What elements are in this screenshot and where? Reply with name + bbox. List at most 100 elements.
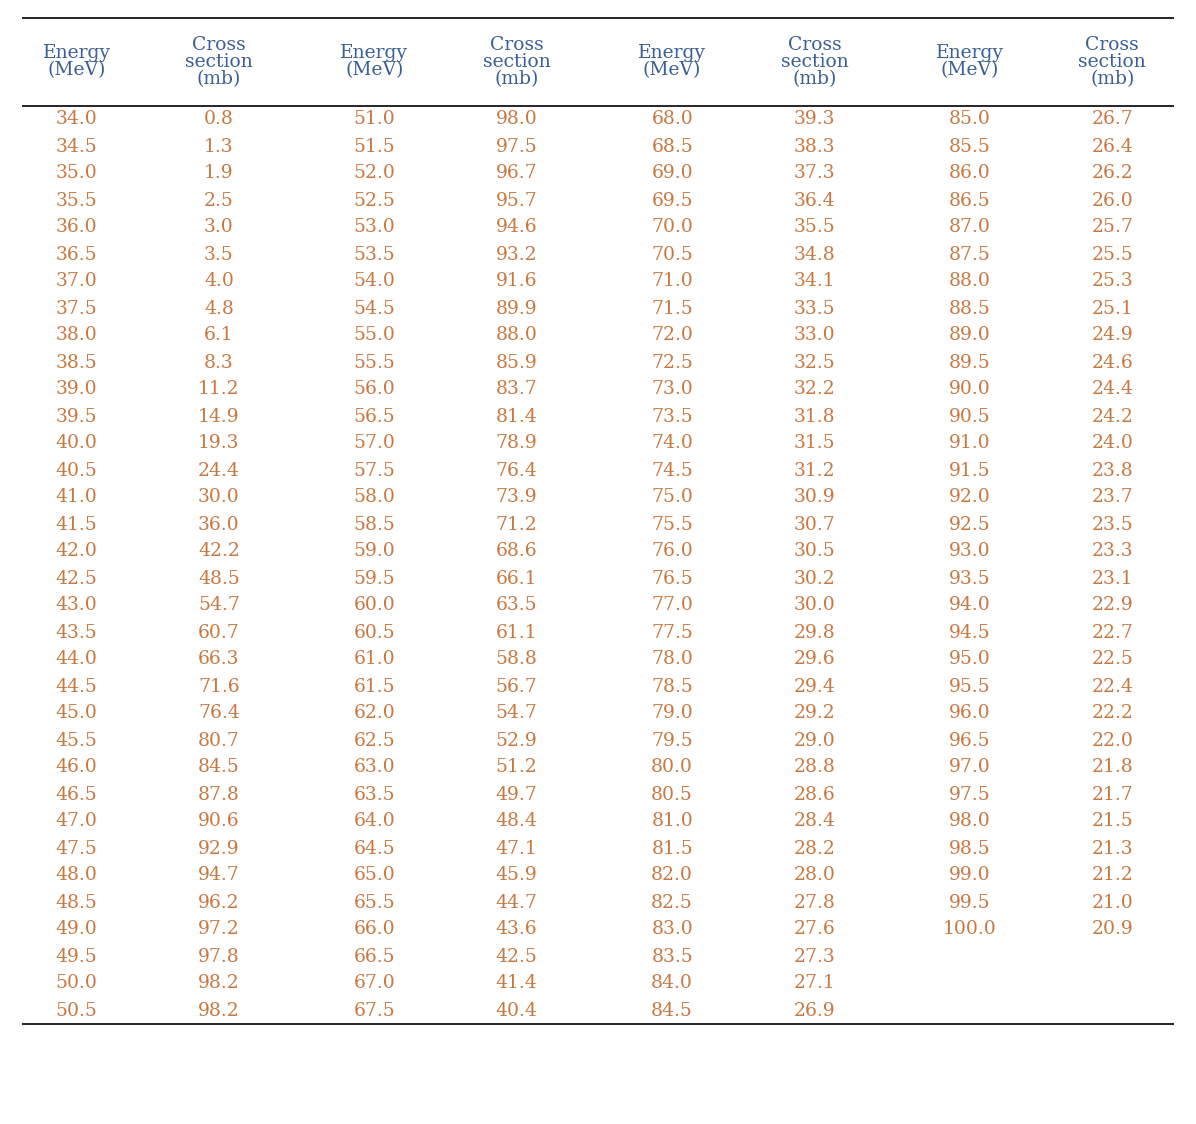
Text: (mb): (mb) (494, 70, 539, 88)
Text: 28.4: 28.4 (793, 813, 836, 831)
Text: 47.0: 47.0 (55, 813, 98, 831)
Text: 19.3: 19.3 (199, 435, 239, 453)
Text: 68.0: 68.0 (652, 110, 692, 128)
Text: 51.5: 51.5 (354, 137, 395, 155)
Text: 63.0: 63.0 (354, 759, 395, 777)
Text: 40.0: 40.0 (55, 435, 98, 453)
Text: 98.2: 98.2 (199, 975, 239, 992)
Text: 26.0: 26.0 (1092, 191, 1133, 209)
Text: 22.5: 22.5 (1091, 651, 1134, 669)
Text: 44.0: 44.0 (55, 651, 98, 669)
Text: 50.0: 50.0 (55, 975, 98, 992)
Text: (MeV): (MeV) (48, 62, 105, 80)
Text: 30.2: 30.2 (794, 570, 835, 588)
Text: 31.2: 31.2 (794, 462, 835, 480)
Text: 54.0: 54.0 (353, 272, 396, 290)
Text: 32.2: 32.2 (794, 381, 835, 399)
Text: 91.6: 91.6 (496, 272, 537, 290)
Text: 24.2: 24.2 (1091, 408, 1134, 426)
Text: 57.5: 57.5 (353, 462, 396, 480)
Text: 89.5: 89.5 (950, 354, 990, 372)
Text: 53.0: 53.0 (354, 218, 395, 236)
Text: 23.3: 23.3 (1092, 543, 1133, 561)
Text: section: section (185, 53, 252, 71)
Text: 43.6: 43.6 (496, 921, 537, 939)
Text: Energy: Energy (936, 45, 1003, 63)
Text: 70.5: 70.5 (651, 245, 694, 263)
Text: 44.7: 44.7 (495, 894, 538, 912)
Text: 34.1: 34.1 (794, 272, 835, 290)
Text: 96.2: 96.2 (199, 894, 239, 912)
Text: 97.2: 97.2 (199, 921, 239, 939)
Text: 23.7: 23.7 (1092, 489, 1133, 507)
Text: 4.0: 4.0 (205, 272, 233, 290)
Text: 26.4: 26.4 (1092, 137, 1133, 155)
Text: section: section (1079, 53, 1146, 71)
Text: 38.3: 38.3 (794, 137, 835, 155)
Text: 97.5: 97.5 (950, 786, 990, 804)
Text: 25.7: 25.7 (1091, 218, 1134, 236)
Text: 23.5: 23.5 (1092, 516, 1133, 534)
Text: 8.3: 8.3 (205, 354, 233, 372)
Text: 33.5: 33.5 (794, 299, 835, 317)
Text: 38.0: 38.0 (56, 326, 97, 344)
Text: 42.2: 42.2 (197, 543, 240, 561)
Text: (MeV): (MeV) (346, 62, 403, 80)
Text: 21.8: 21.8 (1092, 759, 1133, 777)
Text: 98.5: 98.5 (950, 840, 990, 858)
Text: 73.5: 73.5 (652, 408, 692, 426)
Text: 26.7: 26.7 (1092, 110, 1133, 128)
Text: 58.8: 58.8 (495, 651, 538, 669)
Text: 87.5: 87.5 (948, 245, 991, 263)
Text: 22.0: 22.0 (1091, 732, 1134, 750)
Text: 38.5: 38.5 (56, 354, 97, 372)
Text: 80.7: 80.7 (197, 732, 240, 750)
Text: 49.7: 49.7 (496, 786, 537, 804)
Text: 27.1: 27.1 (794, 975, 835, 992)
Text: 25.1: 25.1 (1092, 299, 1133, 317)
Text: 27.3: 27.3 (794, 948, 835, 966)
Text: 76.0: 76.0 (652, 543, 692, 561)
Text: 72.5: 72.5 (651, 354, 694, 372)
Text: 74.5: 74.5 (651, 462, 694, 480)
Text: 45.0: 45.0 (55, 705, 98, 723)
Text: 77.5: 77.5 (651, 624, 694, 642)
Text: 22.2: 22.2 (1091, 705, 1134, 723)
Text: 94.7: 94.7 (199, 867, 239, 885)
Text: 82.5: 82.5 (651, 894, 694, 912)
Text: 89.0: 89.0 (950, 326, 990, 344)
Text: 35.5: 35.5 (794, 218, 835, 236)
Text: 90.6: 90.6 (199, 813, 239, 831)
Text: 78.0: 78.0 (651, 651, 694, 669)
Text: 87.0: 87.0 (948, 218, 991, 236)
Text: 24.4: 24.4 (197, 462, 240, 480)
Text: 92.0: 92.0 (950, 489, 990, 507)
Text: 42.5: 42.5 (55, 570, 98, 588)
Text: (mb): (mb) (196, 70, 242, 88)
Text: 84.5: 84.5 (197, 759, 240, 777)
Text: 20.9: 20.9 (1092, 921, 1133, 939)
Text: 81.5: 81.5 (652, 840, 692, 858)
Text: 64.5: 64.5 (354, 840, 395, 858)
Text: 59.0: 59.0 (354, 543, 395, 561)
Text: 24.6: 24.6 (1092, 354, 1133, 372)
Text: 85.0: 85.0 (948, 110, 991, 128)
Text: 78.9: 78.9 (496, 435, 537, 453)
Text: 72.0: 72.0 (651, 326, 694, 344)
Text: 51.0: 51.0 (354, 110, 395, 128)
Text: 81.4: 81.4 (496, 408, 537, 426)
Text: 26.9: 26.9 (794, 1001, 835, 1019)
Text: 67.5: 67.5 (354, 1001, 395, 1019)
Text: 60.0: 60.0 (354, 597, 395, 615)
Text: 89.9: 89.9 (496, 299, 537, 317)
Text: 56.7: 56.7 (496, 678, 537, 696)
Text: 85.9: 85.9 (496, 354, 537, 372)
Text: 88.0: 88.0 (948, 272, 991, 290)
Text: 40.4: 40.4 (495, 1001, 538, 1019)
Text: 22.7: 22.7 (1091, 624, 1134, 642)
Text: 74.0: 74.0 (651, 435, 694, 453)
Text: 88.5: 88.5 (948, 299, 991, 317)
Text: 75.0: 75.0 (651, 489, 694, 507)
Text: 36.4: 36.4 (794, 191, 835, 209)
Text: 23.1: 23.1 (1092, 570, 1133, 588)
